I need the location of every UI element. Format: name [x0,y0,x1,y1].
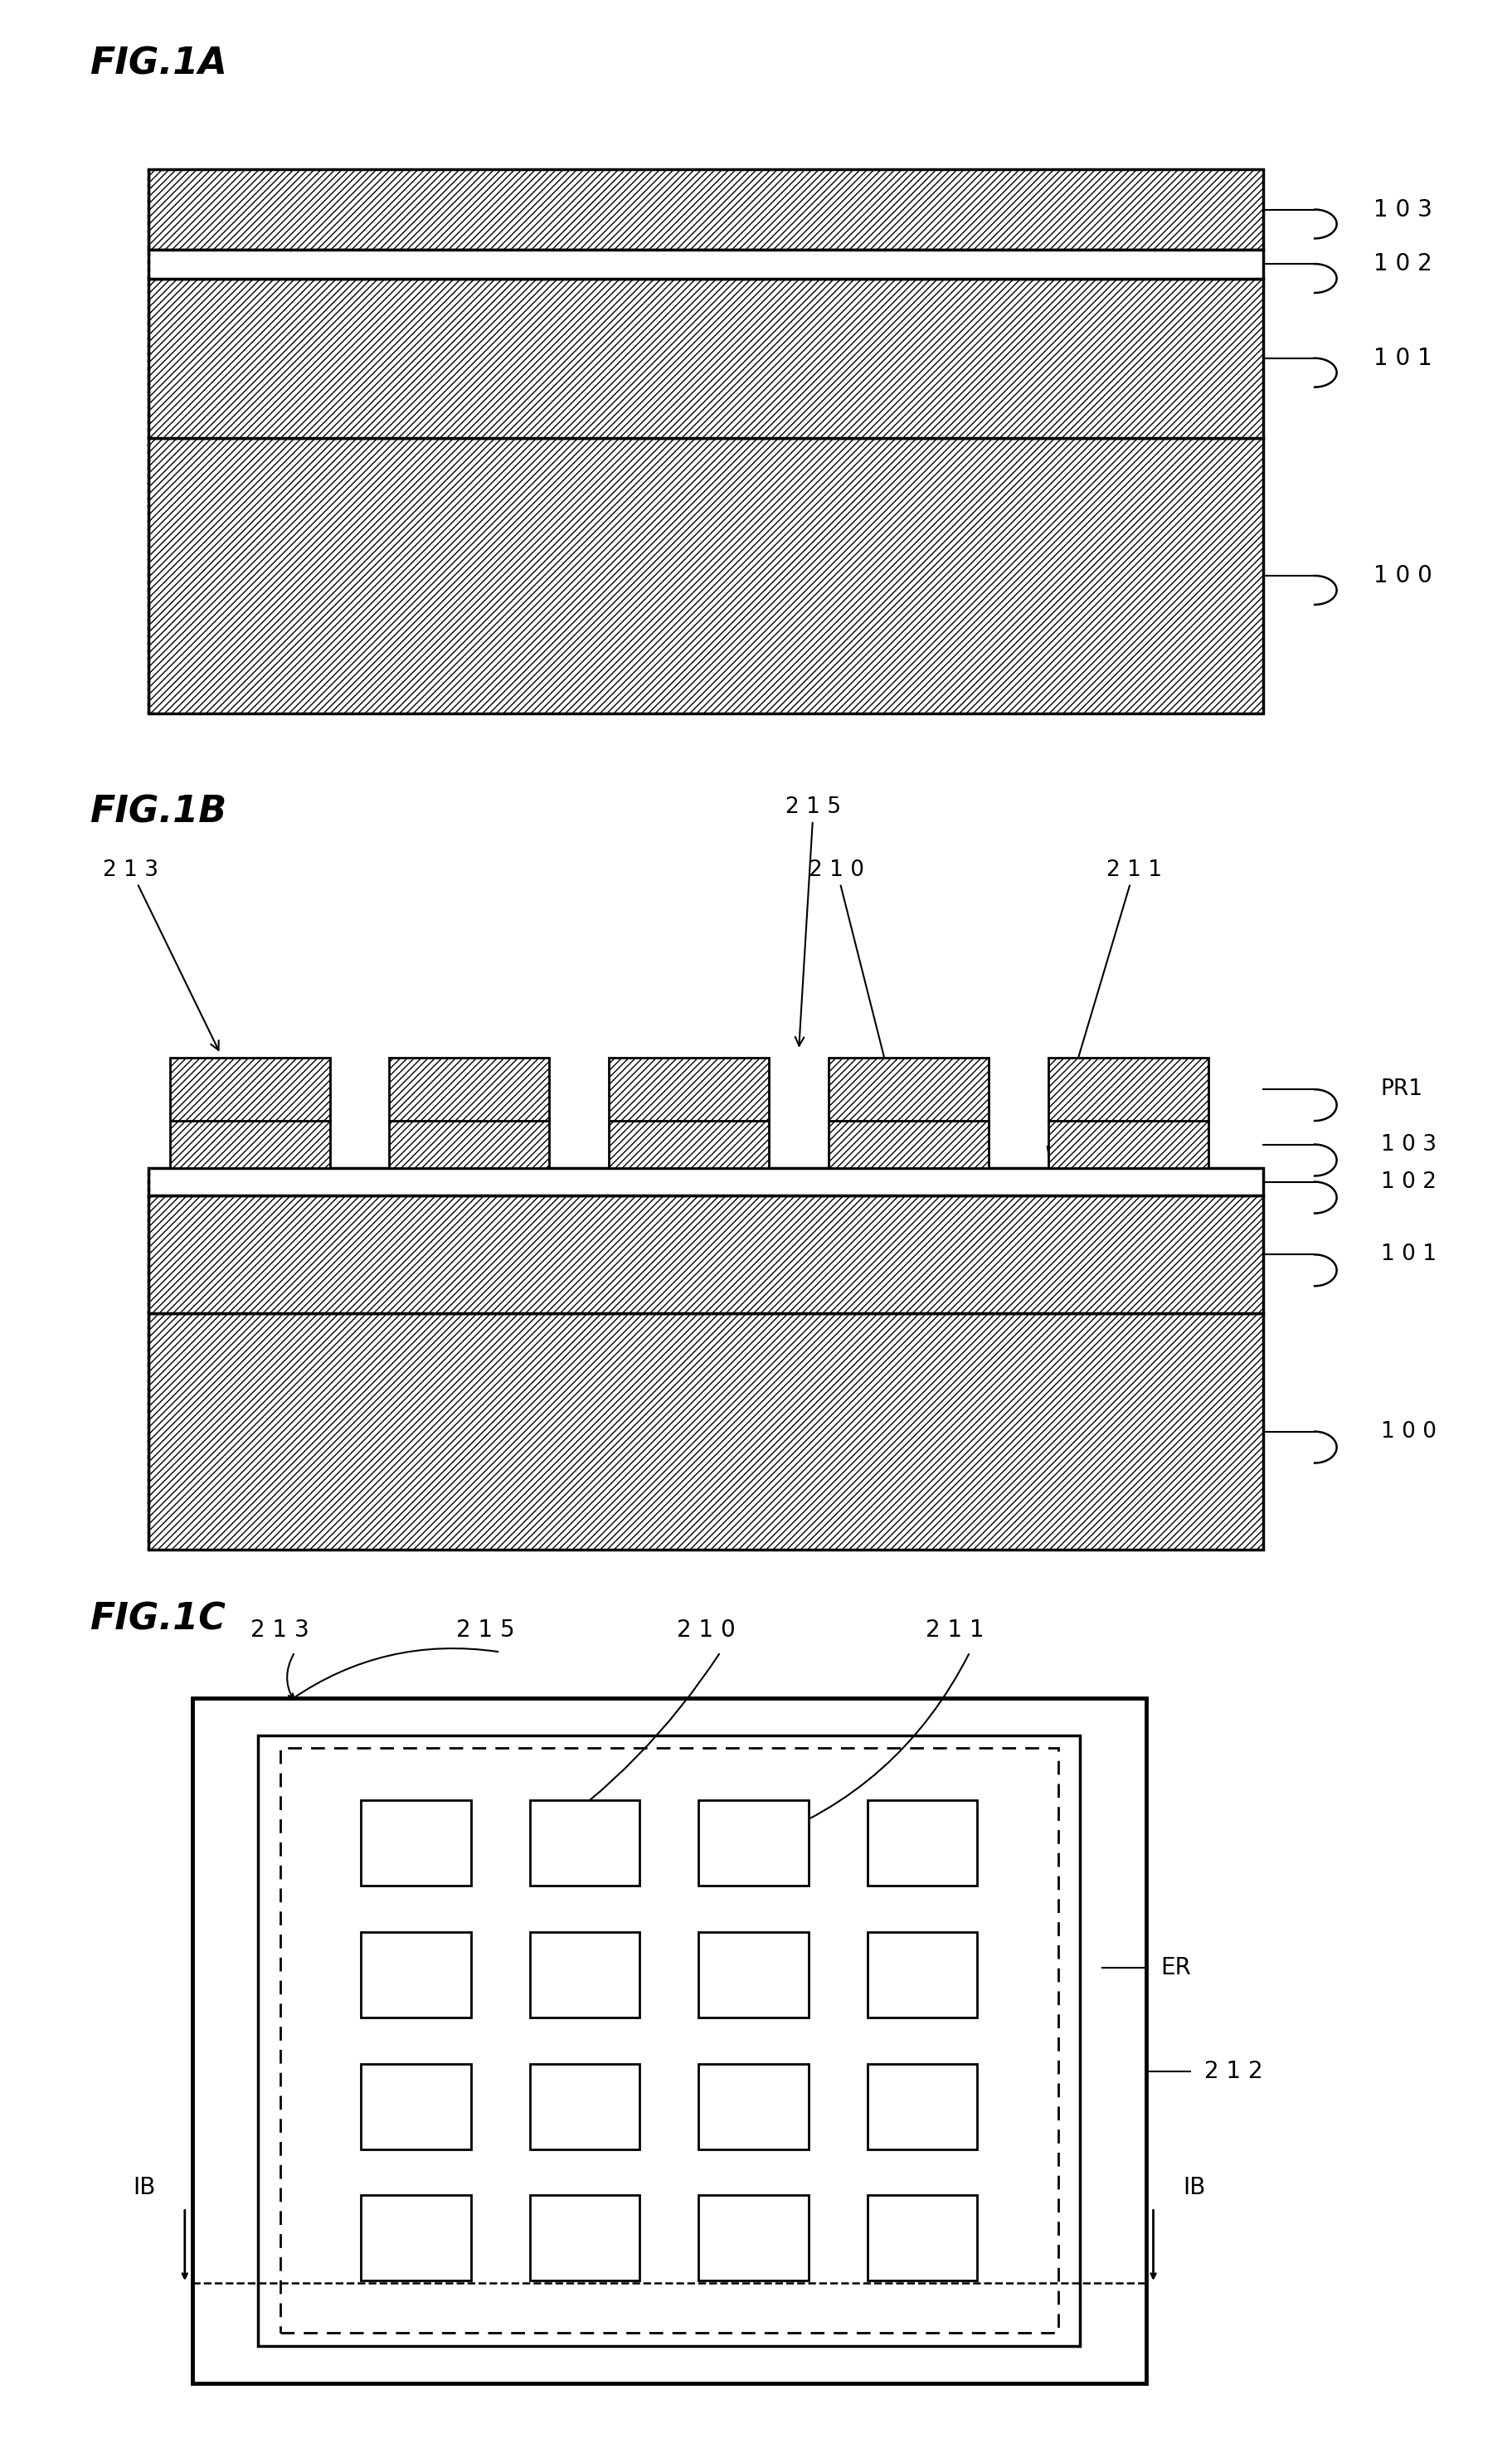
Bar [1048,1121,1208,1168]
Text: 2 1 1: 2 1 1 [1046,860,1161,1155]
Bar [361,2195,470,2281]
Bar [192,1698,1146,2384]
Bar [866,1799,977,1885]
Bar [529,1932,640,2018]
Bar [609,1057,768,1121]
Bar [148,1195,1263,1313]
Text: 2 1 2: 2 1 2 [1204,2060,1263,2082]
Bar [866,2195,977,2281]
Bar [699,1932,807,2018]
Bar [169,1057,330,1121]
Bar [699,2065,807,2148]
Bar [148,278,1263,438]
Text: IB: IB [133,2175,156,2200]
Text: 2 1 5: 2 1 5 [785,796,841,1045]
Bar [148,170,1263,248]
Text: PR1: PR1 [1380,1079,1423,1101]
Bar [866,2065,977,2148]
Bar [280,1748,1057,2333]
Text: FIG.1A: FIG.1A [89,47,227,81]
Bar [1048,1057,1208,1121]
Bar [529,2065,640,2148]
Bar [609,1121,768,1168]
Bar [829,1057,989,1121]
Bar [361,1932,470,2018]
Bar [529,1799,640,1885]
Bar [148,1313,1263,1549]
Text: IB: IB [1182,2175,1205,2200]
Bar [389,1121,549,1168]
Text: 1 0 2: 1 0 2 [1380,1170,1435,1192]
Bar [148,248,1263,278]
Bar [866,1932,977,2018]
Bar [529,2195,640,2281]
Text: 1 0 2: 1 0 2 [1373,253,1432,275]
Bar [148,438,1263,713]
Text: 1 0 3: 1 0 3 [1380,1133,1435,1155]
Text: 1 0 1: 1 0 1 [1380,1244,1435,1266]
Text: FIG.1C: FIG.1C [89,1603,225,1637]
Bar [699,1799,807,1885]
Bar [699,2195,807,2281]
Text: FIG.1B: FIG.1B [89,794,227,831]
Bar [361,2065,470,2148]
Bar [389,1057,549,1121]
Bar [361,1799,470,1885]
Text: ER: ER [1160,1957,1190,1979]
Bar [259,1735,1080,2345]
Text: 1 0 0: 1 0 0 [1380,1421,1435,1443]
Bar [148,1168,1263,1195]
Text: 1 0 3: 1 0 3 [1373,199,1432,221]
Text: 1 0 1: 1 0 1 [1373,347,1432,369]
Bar [829,1121,989,1168]
Text: 2 1 3: 2 1 3 [103,860,219,1050]
Text: 2 1 5: 2 1 5 [457,1617,514,1642]
Text: 2 1 3: 2 1 3 [251,1617,310,1642]
Text: 2 1 0: 2 1 0 [809,860,909,1150]
Text: 2 1 0: 2 1 0 [676,1617,735,1642]
Text: 1 0 0: 1 0 0 [1373,563,1432,587]
Text: 2 1 1: 2 1 1 [925,1617,984,1642]
Bar [169,1121,330,1168]
